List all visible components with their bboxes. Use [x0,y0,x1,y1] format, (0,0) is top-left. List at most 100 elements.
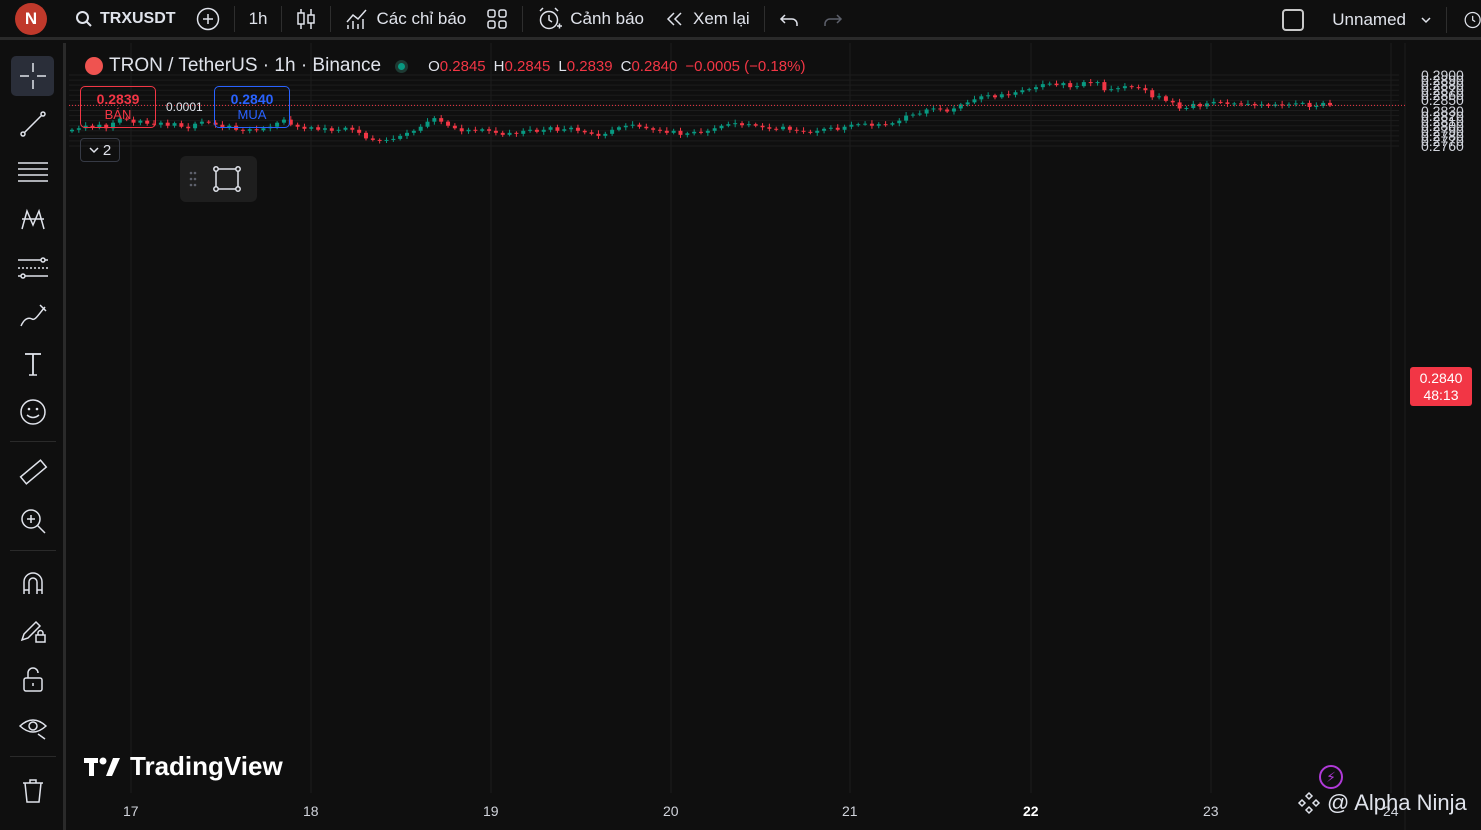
candle-body [247,129,252,131]
stay-in-drawing-tool[interactable] [11,611,54,651]
candle-body [904,115,909,121]
candle-body [288,119,293,125]
interval-button[interactable]: 1h [239,0,278,39]
candle-body [83,125,88,129]
candle-body [869,123,874,126]
text-tool[interactable] [11,344,54,384]
candle-body [1020,90,1025,93]
candle-body [514,132,519,134]
candle-body [172,123,177,126]
hide-drawings-tool[interactable] [11,707,54,747]
candle-body [931,108,936,110]
candle-body [999,94,1004,98]
candle-body [1307,102,1312,107]
candle-body [343,127,348,130]
candle-body [357,129,362,133]
remove-drawings-tool[interactable] [11,770,54,810]
brush-tool[interactable] [11,296,54,336]
candle-body [582,130,587,133]
legend-title[interactable]: TRON / TetherUS · 1h · Binance [109,55,382,76]
candle-body [910,114,915,116]
candle-body [418,126,423,131]
candle-body [555,127,560,131]
candle-body [890,123,895,125]
symbol-search-button[interactable]: TRXUSDT [65,0,186,39]
horizontal-lines-tool[interactable] [11,152,54,192]
layout-name-label: Unnamed [1332,10,1406,29]
sell-button[interactable]: 0.2839 BÁN [80,86,156,128]
candle-body [822,128,827,131]
alerts-button[interactable]: Cảnh báo [527,0,654,39]
candle-body [227,125,232,128]
undo-button[interactable] [769,0,811,39]
chart-type-button[interactable] [286,0,326,39]
lightning-icon[interactable]: ⚡ [1319,765,1343,789]
replay-button[interactable]: Xem lại [654,0,760,39]
candle-body [842,126,847,130]
fib-retracement-icon [17,257,48,279]
candle-body [1204,103,1209,107]
zoom-in-icon [20,509,46,534]
candle-body [1286,104,1291,106]
collapse-indicators-button[interactable]: 2 [80,138,120,162]
candle-body [1095,82,1100,84]
candle-body [637,124,642,127]
candle-body [712,128,717,131]
compare-symbol-button[interactable] [186,0,230,39]
pattern-tool[interactable] [11,200,54,240]
candle-body [1136,87,1141,89]
candle-body [432,118,437,122]
zoom-tool[interactable] [11,501,54,541]
templates-button[interactable] [476,0,518,39]
candle-body [657,129,662,131]
candle-body [295,124,300,127]
candle-body [309,127,314,129]
candle-body [329,128,334,131]
alpha-ninja-text: @ Alpha Ninja [1327,790,1467,815]
tradingview-logo[interactable]: TradingView [84,751,283,782]
candle-body [1314,105,1319,107]
rewind-icon [666,11,682,26]
candle-body [979,96,984,100]
floating-drawing-toolbar[interactable] [180,156,257,202]
candle-body [726,124,731,126]
candle-body [938,108,943,110]
candle-body [1259,104,1264,106]
candle-body [528,129,533,131]
crosshair-tool[interactable] [11,56,54,96]
interval-label: 1h [248,8,268,28]
user-avatar[interactable]: N [15,2,47,35]
candle-body [596,133,601,136]
trend-line-icon [19,111,46,137]
candle-body [1088,82,1093,84]
candle-body [240,129,245,131]
candle-body [828,127,833,129]
buy-label: MUA [237,107,267,122]
lock-drawings-tool[interactable] [11,659,54,699]
drag-handle-icon[interactable] [188,170,198,188]
redo-button[interactable] [811,0,853,39]
candle-body [705,130,710,133]
candle-body [521,130,526,134]
icon-tool[interactable] [11,392,54,432]
quick-search-button[interactable] [1451,0,1481,40]
buy-button[interactable]: 0.2840 MUA [214,86,290,128]
fib-tool[interactable] [11,248,54,288]
candle-body [370,138,375,140]
measure-tool[interactable] [11,453,54,493]
replay-label: Xem lại [693,8,750,28]
trend-line-tool[interactable] [11,104,54,144]
layout-name-button[interactable]: Unnamed [1322,0,1442,40]
ruler-icon [19,459,47,485]
multi-chart-button[interactable] [1272,0,1322,40]
chart-pane[interactable]: TRON / TetherUS · 1h · Binance O0.2845 H… [69,43,1481,830]
candle-body [1116,88,1121,90]
symbol-label: TRXUSDT [100,9,176,27]
candlestick-chart[interactable] [69,43,1481,830]
plus-circle-icon [196,7,219,30]
indicators-button[interactable]: Các chỉ báo [335,0,476,39]
rectangle-tool-icon[interactable] [212,164,242,194]
magnet-tool[interactable] [11,563,54,603]
candles-icon [297,8,316,29]
candle-body [1054,83,1059,86]
